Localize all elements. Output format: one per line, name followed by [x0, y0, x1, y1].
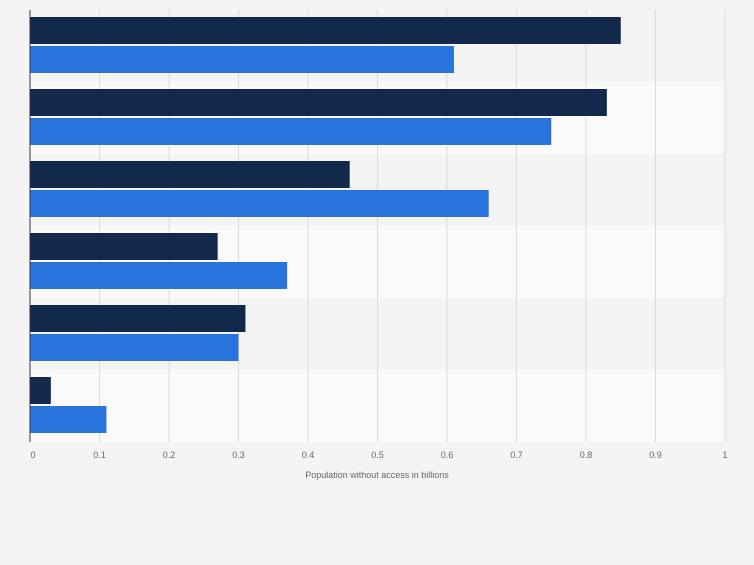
- bar-blue[interactable]: [30, 46, 454, 73]
- bar-dark[interactable]: [30, 305, 246, 332]
- x-tick-label: 0: [30, 450, 35, 460]
- bar-blue[interactable]: [30, 406, 107, 433]
- x-tick-label: 0.6: [441, 450, 454, 460]
- x-tick-label: 0.4: [302, 450, 315, 460]
- bar-blue[interactable]: [30, 190, 489, 217]
- bar-dark[interactable]: [30, 377, 51, 404]
- gridlines: [99, 10, 726, 442]
- bar-dark[interactable]: [30, 17, 621, 44]
- x-tick-label: 1: [722, 450, 727, 460]
- x-tick-label: 0.2: [163, 450, 176, 460]
- x-tick-labels: 0 0.1 0.2 0.3 0.4 0.5 0.6 0.7 0.8 0.9 1: [30, 450, 727, 460]
- x-tick-label: 0.1: [93, 450, 106, 460]
- bars: [30, 17, 621, 433]
- x-tick-label: 0.9: [649, 450, 662, 460]
- bar-dark[interactable]: [30, 161, 350, 188]
- x-axis-label: Population without access in billions: [305, 470, 449, 480]
- bar-dark[interactable]: [30, 233, 218, 260]
- bar-dark[interactable]: [30, 89, 607, 116]
- bar-blue[interactable]: [30, 262, 288, 289]
- bar-blue[interactable]: [30, 334, 239, 361]
- x-tick-label: 0.8: [580, 450, 593, 460]
- bar-blue[interactable]: [30, 118, 552, 145]
- x-tick-label: 0.3: [232, 450, 245, 460]
- x-tick-label: 0.5: [371, 450, 384, 460]
- x-tick-label: 0.7: [510, 450, 523, 460]
